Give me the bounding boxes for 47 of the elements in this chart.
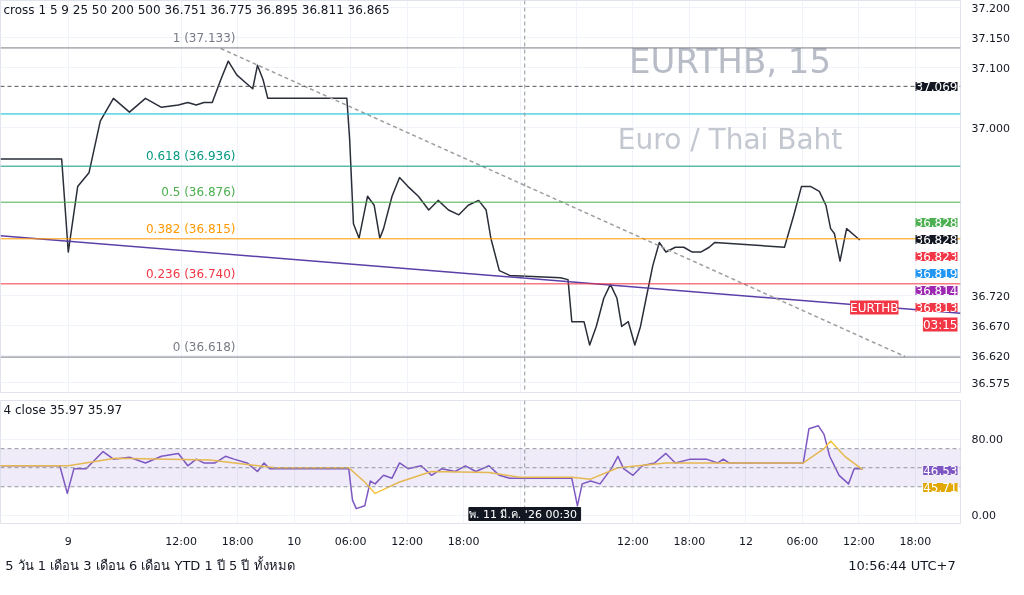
annotation: 36.819 <box>915 267 958 281</box>
annotation: 37.069 <box>915 80 958 94</box>
y-tick-label: 36.720 <box>971 289 1010 303</box>
x-tick-label: 18:00 <box>447 534 480 548</box>
x-tick-label: 12:00 <box>617 534 649 548</box>
x-tick-label: 12:00 <box>843 534 875 548</box>
y-tick-label: 80.00 <box>971 433 1003 447</box>
annotation: 36.823 <box>915 250 958 264</box>
y-tick-label: 36.620 <box>971 349 1010 363</box>
x-tick-label: 06:00 <box>786 534 819 548</box>
x-tick-label: 10 <box>287 534 302 548</box>
x-tick-label: 18:00 <box>673 534 706 548</box>
y-tick-label: 37.200 <box>971 1 1010 15</box>
y-tick-label: 37.000 <box>971 121 1010 135</box>
ref-line-label: 0.618 (36.936) <box>145 149 236 164</box>
ref-line-label: 1 (37.133) <box>172 30 236 45</box>
ref-line-label: 0.236 (36.740) <box>145 266 236 281</box>
x-tick-label: 06:00 <box>334 534 367 548</box>
annotation: EURTHB <box>850 300 899 315</box>
x-tick-label: 18:00 <box>221 534 254 548</box>
x-tick-label: 12:00 <box>165 534 198 548</box>
y-tick-label: 36.670 <box>971 319 1010 333</box>
annotation: 36.813 <box>915 301 958 315</box>
x-tick-label: 12 <box>738 534 753 548</box>
x-tick-label: 12:00 <box>391 534 423 548</box>
ref-line-label: 0.5 (36.876) <box>161 185 236 200</box>
y-tick-label: 36.575 <box>971 376 1010 390</box>
y-tick-label: 0.00 <box>971 509 996 523</box>
annotation: Euro / Thai Baht <box>617 122 843 156</box>
y-tick-label: 37.100 <box>971 61 1010 75</box>
annotation: 45.71 <box>923 481 958 495</box>
ref-line-label: พ. 11 มี.ค. '26 00:30 <box>468 507 578 521</box>
annotation: 36.828 <box>915 233 958 247</box>
annotation: 4 close 35.97 35.97 <box>3 402 123 417</box>
text: 10:56:44 UTC+7 <box>848 558 956 573</box>
annotation: 36.828 <box>915 216 958 230</box>
x-tick-label: 9 <box>64 534 72 548</box>
annotation: 36.814 <box>915 284 958 298</box>
annotation: 46.53 <box>923 464 958 478</box>
annotation: EURTHB, 15 <box>629 40 832 81</box>
text: 5 วัน 1 เดือน 3 เดือน 6 เดือน YTD 1 ปี 5 ปี ทั้งหมด <box>5 556 295 573</box>
y-tick-label: 37.150 <box>971 31 1010 45</box>
annotation: 03:15 <box>922 317 958 332</box>
x-tick-label: 18:00 <box>899 534 932 548</box>
ref-line-label: 0 (36.618) <box>172 340 236 355</box>
annotation: cross 1 5 9 25 50 200 500 36.751 36.775 36.895 36.811 36.865 <box>3 2 390 17</box>
ref-line-label: 0.382 (36.815) <box>145 221 236 236</box>
